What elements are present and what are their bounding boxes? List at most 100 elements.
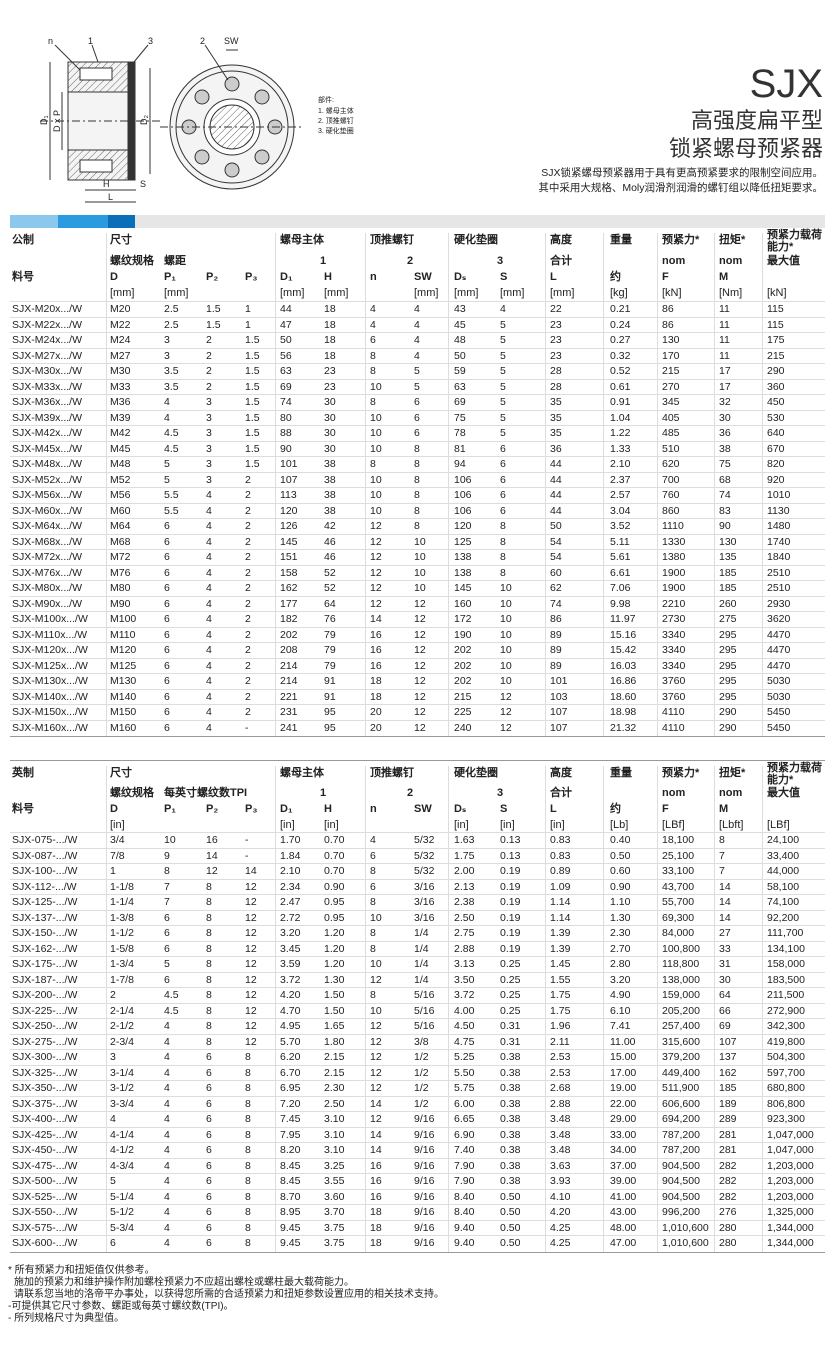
table-cell: 115 [767, 318, 784, 331]
table-cell: 4 [206, 690, 212, 703]
part-number: SJX-175-.../W [12, 958, 78, 970]
table-cell: M20 [110, 303, 131, 315]
table-cell: 1-1/2 [110, 927, 134, 939]
table-cell: 83 [719, 504, 731, 517]
part-number: SJX-M33x.../W [12, 380, 83, 393]
table-cell: 2.50 [454, 911, 475, 924]
table-cell: 510 [662, 442, 680, 455]
table-cell: 118,800 [662, 958, 700, 970]
table-cell: 22 [550, 303, 562, 315]
table-cell: 32 [719, 396, 731, 408]
table-cell: 3 [164, 334, 170, 346]
row-rule [10, 925, 825, 926]
part-number: SJX-162-.../W [12, 942, 78, 955]
table-cell: 5 [500, 427, 506, 439]
table-cell: 5 [164, 958, 170, 970]
table-cell: 4 [164, 1128, 170, 1141]
column-header: 约 [610, 271, 621, 283]
table-cell: 0.19 [500, 942, 521, 955]
table-cell: 5/16 [414, 1004, 435, 1017]
table-cell: 315,600 [662, 1035, 700, 1048]
table-cell: 2.38 [454, 896, 475, 908]
table-cell: 95 [324, 706, 336, 718]
table-cell: 7 [164, 880, 170, 893]
table-cell: 360 [767, 380, 785, 393]
table-cell: 9/16 [414, 1237, 435, 1249]
table-cell: 18 [370, 675, 382, 687]
table-cell: 1.75 [454, 849, 475, 862]
title: SJX [749, 62, 823, 106]
table-cell: 231 [280, 706, 298, 718]
table-cell: 16 [370, 1175, 382, 1187]
table-cell: 5 [164, 458, 170, 470]
table-cell: 12 [370, 1035, 382, 1048]
table-cell: 30 [324, 396, 336, 408]
table-cell: 6 [164, 628, 170, 641]
table-cell: 282 [719, 1190, 737, 1203]
table-cell: 1-3/8 [110, 911, 134, 924]
table-cell: 0.19 [500, 927, 521, 939]
table-cell: 45 [454, 318, 466, 331]
table-cell: 2930 [767, 597, 791, 610]
table-cell: 8 [245, 1051, 251, 1063]
table-cell: 21.32 [610, 721, 637, 734]
table-cell: M33 [110, 380, 131, 393]
table-cell: 1-5/8 [110, 942, 134, 955]
label-d2: D₂ [139, 115, 149, 125]
unit-label: [Lbft] [719, 819, 744, 831]
table-cell: 12 [370, 1082, 382, 1094]
table-cell: 2510 [767, 582, 791, 594]
table-cell: 20 [370, 721, 382, 734]
column-header: D₁ [280, 803, 293, 815]
column-header: n [370, 271, 377, 283]
table-cell: 3.10 [324, 1128, 345, 1141]
table-cell: 5/16 [414, 989, 435, 1001]
table-cell: 3.5 [164, 365, 179, 377]
table-cell: 0.21 [610, 303, 631, 315]
table-cell: 1,047,000 [767, 1128, 814, 1141]
part-number: SJX-350-.../W [12, 1082, 78, 1094]
row-rule [10, 1033, 825, 1035]
unit-label: [LBf] [662, 819, 685, 831]
table-cell: 3.75 [324, 1221, 345, 1234]
row-rule [10, 626, 825, 628]
table-cell: 7.40 [454, 1144, 475, 1156]
table-cell: 290 [719, 706, 737, 718]
label-1: 1 [88, 36, 93, 46]
table-cell: 2.80 [610, 958, 631, 970]
table-cell: 1480 [767, 520, 791, 532]
table-cell: 241 [280, 721, 298, 734]
table-cell: 8 [206, 1020, 212, 1032]
table-cell: 2 [245, 690, 251, 703]
table-cell: 449,400 [662, 1066, 700, 1079]
row-rule [10, 580, 825, 581]
table-cell: 18 [370, 1206, 382, 1218]
table-cell: 0.38 [500, 1082, 521, 1094]
row-rule [10, 440, 825, 442]
table-cell: 9/16 [414, 1190, 435, 1203]
column-header: F [662, 803, 669, 815]
unit-label: [mm] [324, 287, 349, 299]
unit-label: [in] [550, 819, 565, 831]
table-cell: 28 [550, 380, 562, 393]
part-number: SJX-M125x.../W [12, 659, 88, 672]
table-cell: 1-1/8 [110, 880, 134, 893]
table-cell: 3620 [767, 613, 791, 625]
column-header: L [550, 271, 557, 283]
table-cell: 2 [245, 659, 251, 672]
part-number: SJX-475-.../W [12, 1159, 78, 1172]
table-cell: 8 [245, 1082, 251, 1094]
table-cell: 12 [414, 706, 426, 718]
table-cell: 69 [719, 1020, 731, 1032]
table-cell: 272,900 [767, 1004, 805, 1017]
table-cell: 44 [550, 504, 562, 517]
table-cell: 8.45 [280, 1175, 301, 1187]
table-cell: 1.5 [245, 411, 260, 424]
table-cell: 295 [719, 628, 737, 641]
column-header: 重量 [610, 234, 632, 246]
table-cell: 5 [500, 380, 506, 393]
table-cell: 787,200 [662, 1128, 700, 1141]
table-cell: 214 [280, 675, 298, 687]
table-cell: 6 [164, 675, 170, 687]
table-cell: 8 [245, 1113, 251, 1125]
